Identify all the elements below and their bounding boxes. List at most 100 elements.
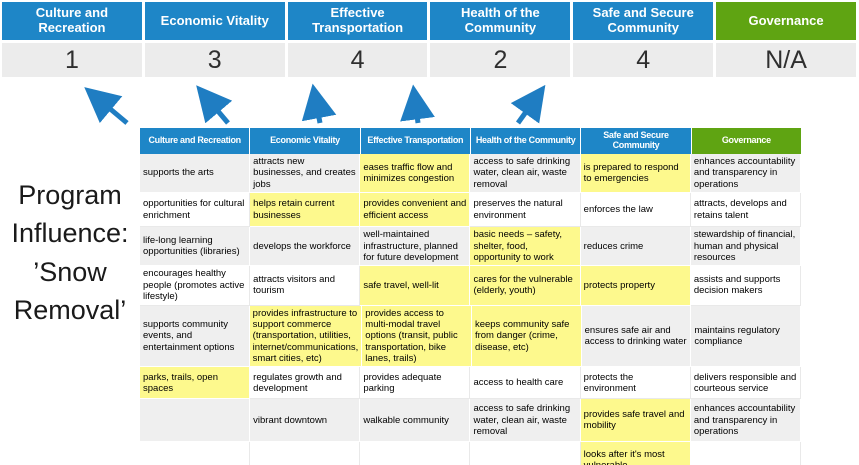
matrix-cell-text: eases traffic flow and minimizes congest… [363, 161, 455, 185]
priority-header-effective-transportation: Effective Transportation [287, 2, 428, 40]
matrix-cell-text: safe travel, well-lit [363, 279, 439, 291]
matrix-cell-text: access to safe drinking water, clean air… [473, 156, 571, 190]
matrix-cell-highlighted: provides access to multi-modal travel op… [362, 305, 472, 368]
matrix-cell-text: stewardship of financial, human and phys… [693, 229, 796, 263]
matrix-cell-text: supports community events, and entertain… [143, 318, 235, 353]
title-line: ’Snow [33, 256, 107, 287]
matrix-cell [140, 399, 251, 443]
program-influence-title: Program Influence: ’Snow Removal’ [0, 176, 140, 329]
priority-header-culture-recreation: Culture and Recreation [2, 2, 142, 40]
arrow-up-icon [301, 83, 337, 124]
matrix-row: vibrant downtown walkable community access… [140, 399, 801, 443]
matrix-cell [470, 442, 581, 465]
matrix-cell-text: life-long learning opportunities (librar… [143, 234, 240, 258]
matrix-cell-highlighted: keeps community safe from danger (crime,… [471, 305, 582, 368]
matrix-cell: protects the environment [580, 367, 691, 400]
matrix-cell-text: preserves the natural environment [473, 198, 563, 221]
matrix-cell-text: basic needs – safety, shelter, food, opp… [473, 229, 563, 263]
matrix-column-header: Effective Transportation [360, 128, 470, 154]
matrix-cell-text: parks, trails, open spaces [143, 371, 218, 394]
priority-header-economic-vitality: Economic Vitality [144, 2, 285, 40]
matrix-cell-text: develops the workforce [253, 240, 351, 252]
matrix-cell: access to health care [470, 367, 581, 400]
matrix-cell-highlighted: looks after it's most vulnerable [580, 442, 691, 465]
title-line: Program [18, 180, 122, 210]
matrix-cell-highlighted: is prepared to respond to emergencies [580, 154, 691, 194]
matrix-body: supports the arts attracts new businesses… [140, 154, 801, 465]
matrix-cell-text: provides infrastructure to support comme… [252, 307, 359, 365]
matrix-cell-text: enforces the law [583, 203, 653, 215]
arrow-up-left-icon [196, 85, 233, 125]
matrix-cell: life-long learning opportunities (librar… [140, 227, 251, 267]
matrix-cell: supports the arts [140, 154, 251, 194]
priority-header-health-community: Health of the Community [430, 2, 571, 40]
matrix-cell-text: provides convenient and efficient access [363, 198, 467, 221]
matrix-cell: ensures safe air and access to drinking … [581, 305, 692, 368]
matrix-cell-highlighted: helps retain current businesses [250, 193, 361, 228]
matrix-cell-text: opportunities for cultural enrichment [143, 198, 245, 221]
priority-header-governance: Governance [716, 2, 856, 40]
matrix-cell-text: is prepared to respond to emergencies [583, 161, 679, 185]
score-health-community: 2 [430, 43, 571, 77]
matrix-cell: encourages healthy people (promotes acti… [140, 266, 251, 306]
matrix-cell-highlighted: cares for the vulnerable (elderly, youth… [470, 266, 581, 306]
matrix-cell-highlighted: provides infrastructure to support comme… [249, 305, 363, 368]
matrix-cell-text: enhances accountability and transparency… [693, 403, 796, 438]
score-row: 1 3 4 2 4 N/A [2, 43, 856, 77]
matrix-cell: attracts visitors and tourism [250, 266, 361, 306]
matrix-cell: enhances accountability and transparency… [690, 399, 801, 443]
matrix-cell: enforces the law [580, 193, 691, 228]
matrix-column-header: Economic Vitality [250, 128, 360, 154]
matrix-column-header: Health of the Community [471, 128, 581, 154]
score-culture-recreation: 1 [2, 43, 142, 77]
matrix-row: opportunities for cultural enrichment hel… [140, 193, 801, 228]
matrix-cell-text: vibrant downtown [253, 414, 328, 426]
matrix-cell-text: supports the arts [143, 167, 214, 179]
score-governance: N/A [716, 43, 856, 77]
priority-header-row: Culture and Recreation Economic Vitality… [2, 2, 856, 40]
matrix-cell: preserves the natural environment [470, 193, 581, 228]
priority-header-safe-secure-community: Safe and Secure Community [573, 2, 714, 40]
score-economic-vitality: 3 [144, 43, 285, 77]
matrix-cell-text: maintains regulatory compliance [694, 324, 780, 347]
matrix-row: looks after it's most vulnerable [140, 442, 801, 465]
matrix-cell-highlighted: eases traffic flow and minimizes congest… [360, 154, 471, 194]
matrix-cell: regulates growth and development [250, 367, 361, 400]
matrix-cell-text: helps retain current businesses [253, 198, 335, 221]
matrix-column-header: Governance [691, 128, 801, 154]
matrix-cell-highlighted: safe travel, well-lit [360, 266, 471, 306]
arrow-up-left-icon [84, 87, 129, 125]
matrix-row: supports the arts attracts new businesses… [140, 154, 801, 194]
matrix-cell [140, 442, 251, 465]
score-safe-secure-community: 4 [573, 43, 714, 77]
matrix-cell: provides adequate parking [360, 367, 471, 400]
matrix-cell-text: attracts new businesses, and creates job… [253, 156, 356, 190]
title-line: Removal’ [13, 294, 127, 325]
matrix-cell-highlighted: basic needs – safety, shelter, food, opp… [470, 227, 581, 267]
matrix-cell-text: provides access to multi-modal travel op… [365, 307, 458, 365]
matrix-row: supports community events, and entertain… [140, 305, 801, 368]
matrix-cell-text: encourages healthy people (promotes acti… [143, 268, 245, 303]
matrix-cell: attracts, develops and retains talent [690, 193, 801, 228]
matrix-cell-text: access to health care [473, 377, 564, 389]
arrow-up-icon [400, 84, 435, 124]
matrix-cell-text: provides adequate parking [363, 371, 442, 394]
matrix-column-header: Culture and Recreation [140, 128, 250, 154]
matrix-header: Culture and Recreation Economic Vitality E… [140, 128, 801, 154]
matrix-row: parks, trails, open spaces regulates grow… [140, 367, 801, 400]
matrix-cell [690, 442, 801, 465]
matrix-column-header: Safe and Secure Community [581, 128, 691, 154]
matrix-cell-text: regulates growth and development [253, 371, 342, 394]
matrix-cell-text: walkable community [363, 414, 449, 426]
matrix-cell: assists and supports decision makers [690, 266, 801, 306]
matrix-cell: delivers responsible and courteous servi… [690, 367, 801, 400]
matrix-cell-text: access to safe drinking water, clean air… [473, 403, 571, 438]
influence-matrix: Culture and Recreation Economic Vitality E… [140, 128, 801, 465]
matrix-cell-text: protects property [583, 279, 655, 291]
matrix-cell [360, 442, 471, 465]
matrix-cell-text: assists and supports decision makers [693, 274, 781, 297]
matrix-cell: access to safe drinking water, clean air… [470, 399, 581, 443]
matrix-cell-highlighted: parks, trails, open spaces [140, 367, 251, 400]
matrix-cell-highlighted: provides convenient and efficient access [360, 193, 471, 228]
